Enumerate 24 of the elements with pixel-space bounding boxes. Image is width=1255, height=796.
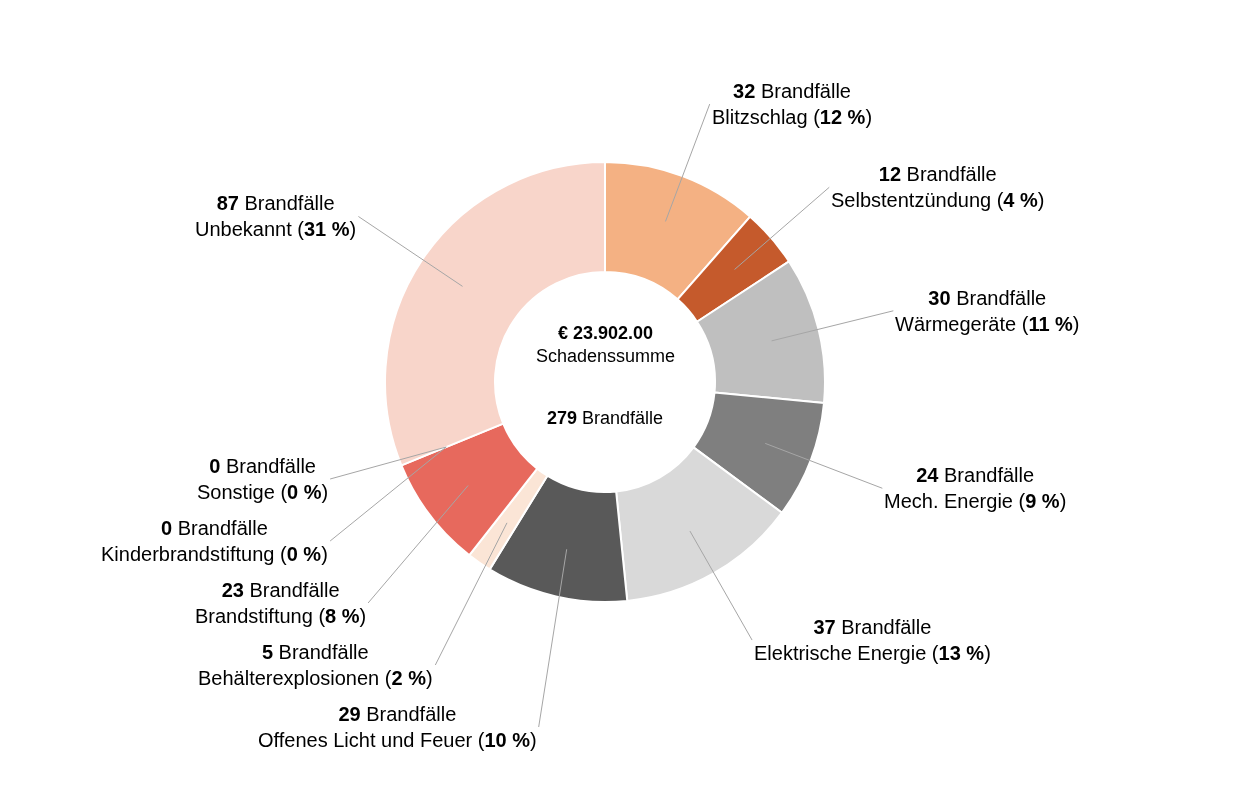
data-label: 5 Brandfälle [261, 641, 369, 663]
slice-label: Unbekannt (31 %) [195, 218, 357, 240]
slice-label: Behälterexplosionen (2 %) [198, 667, 433, 689]
slice-label: Blitzschlag (12 %) [712, 106, 873, 128]
text: 279 Brandfälle [547, 408, 664, 428]
text: 0 Brandfälle [209, 455, 316, 477]
slice-label: Wärmegeräte (11 %) [895, 313, 1080, 335]
data-label: 23 Brandfälle [221, 579, 340, 601]
text: 0 Brandfälle [161, 517, 268, 539]
slice-label: Elektrische Energie (13 %) [754, 642, 991, 664]
data-label: 12 Brandfälle [878, 163, 997, 185]
data-label: 37 Brandfälle [813, 616, 932, 638]
data-label: 32 Brandfälle [733, 80, 851, 102]
data-label: 87 Brandfälle [216, 192, 335, 214]
slice-label: Mech. Energie (9 %) [884, 490, 1067, 512]
slice-label: Offenes Licht und Feuer (10 %) [258, 729, 537, 751]
data-label: 30 Brandfälle [928, 287, 1047, 309]
category-label: Sonstige (0 %) [197, 481, 329, 503]
slice-label: Selbstentzündung (4 %) [831, 189, 1045, 211]
data-label: 24 Brandfälle [916, 464, 1035, 486]
slice-label: Brandstiftung (8 %) [195, 605, 367, 627]
data-label: 29 Brandfälle [338, 703, 457, 725]
category-label: Kinderbrandstiftung (0 %) [101, 543, 328, 565]
text: € 23.902.00 Schadenssumme [536, 323, 676, 367]
